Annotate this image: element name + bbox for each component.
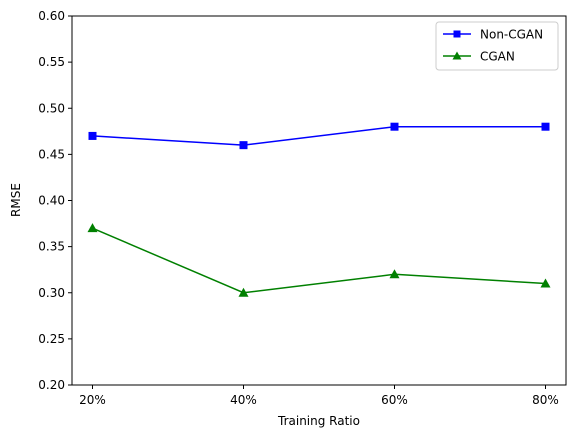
y-tick-label: 0.20: [38, 378, 65, 392]
y-tick-label: 0.30: [38, 286, 65, 300]
x-axis: 20% 40% 60% 80%: [79, 385, 559, 407]
x-tick-label: 60%: [381, 393, 408, 407]
legend-marker-non-cgan: [453, 30, 461, 38]
data-point-non-cgan: [239, 141, 248, 150]
y-axis: 0.20 0.25 0.30 0.35 0.40 0.45 0.50 0.55 0.60: [38, 9, 72, 392]
series-layer: [87, 122, 551, 297]
legend: Non-CGAN CGAN: [435, 21, 559, 71]
data-point-cgan: [540, 278, 551, 288]
y-tick-label: 0.55: [38, 55, 65, 69]
y-tick-label: 0.35: [38, 240, 65, 254]
data-point-cgan: [389, 269, 400, 279]
data-point-cgan: [238, 287, 249, 297]
series-line-cgan: [92, 227, 546, 294]
data-point-non-cgan: [88, 131, 97, 140]
y-axis-label: RMSE: [9, 183, 23, 217]
x-tick-label: 20%: [79, 393, 106, 407]
legend-label-cgan: CGAN: [480, 50, 515, 64]
legend-marker-cgan: [452, 51, 462, 60]
data-point-non-cgan: [541, 122, 550, 131]
x-tick-label: 80%: [532, 393, 559, 407]
plot-frame: [71, 15, 567, 386]
x-axis-label: Training Ratio: [277, 414, 360, 428]
series-line-non-cgan: [92, 125, 546, 146]
y-tick-label: 0.50: [38, 101, 65, 115]
y-tick-label: 0.60: [38, 9, 65, 23]
y-tick-label: 0.45: [38, 147, 65, 161]
legend-label-non-cgan: Non-CGAN: [480, 28, 543, 42]
x-tick-label: 40%: [230, 393, 257, 407]
y-tick-label: 0.40: [38, 194, 65, 208]
y-tick-label: 0.25: [38, 332, 65, 346]
data-point-non-cgan: [390, 122, 399, 131]
data-point-cgan: [87, 223, 98, 233]
